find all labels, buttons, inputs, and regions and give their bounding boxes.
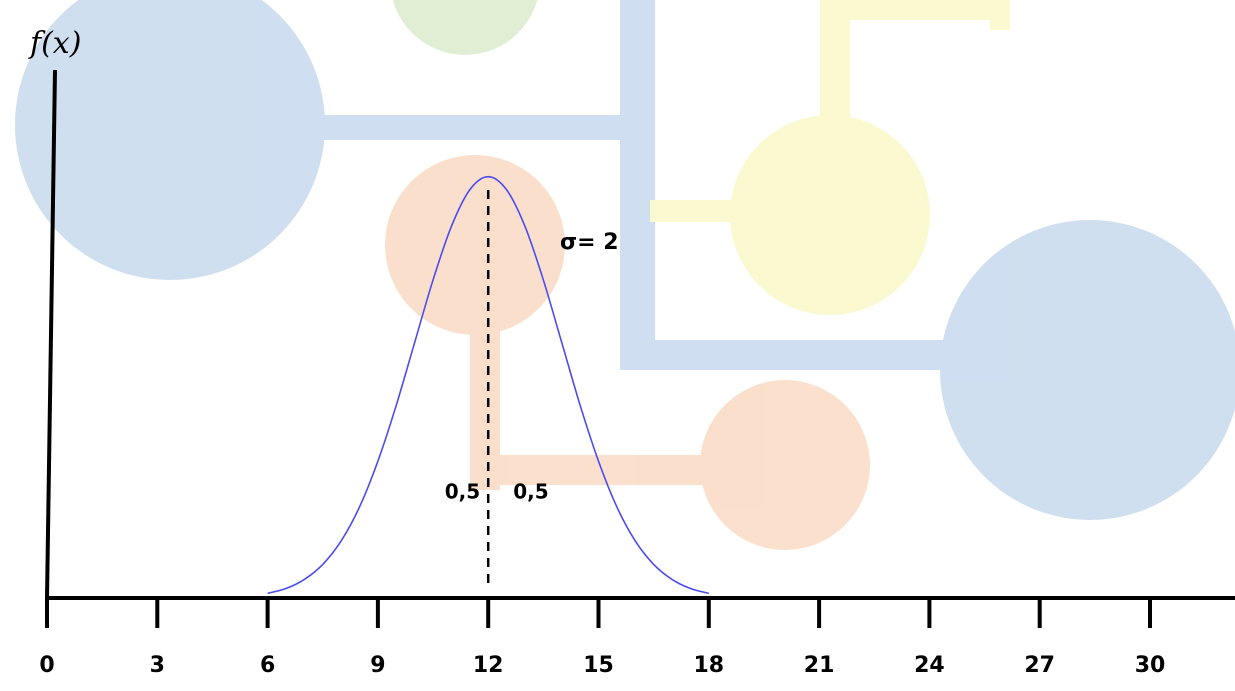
x-tick-label: 3 [150, 653, 165, 678]
x-tick-label: 18 [693, 653, 724, 678]
area-label: 0,5 [513, 480, 548, 504]
y-axis-label: f(x) [28, 26, 81, 61]
x-tick-label: 30 [1135, 653, 1166, 678]
x-tick-label: 21 [804, 653, 835, 678]
x-tick-label: 9 [370, 653, 385, 678]
x-tick-label: 24 [914, 653, 945, 678]
x-tick-label: 6 [260, 653, 275, 678]
x-tick-label: 0 [39, 653, 54, 678]
x-tick-label: 27 [1024, 653, 1055, 678]
y-axis [45, 69, 57, 599]
sigma-label: σ= 2 [560, 230, 619, 255]
x-tick-label: 15 [583, 653, 614, 678]
area-label: 0,5 [445, 480, 480, 504]
x-tick-label: 12 [473, 653, 504, 678]
background-decoration [15, 0, 1235, 550]
density-curve [267, 175, 710, 595]
